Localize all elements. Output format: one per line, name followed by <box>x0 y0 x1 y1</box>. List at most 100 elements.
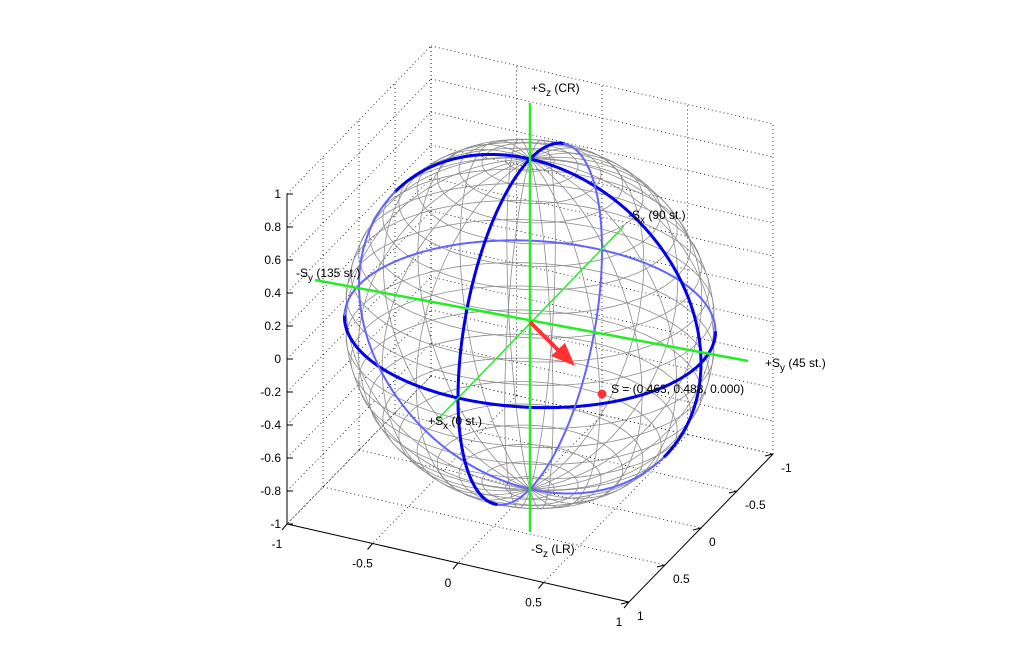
y-tick <box>620 601 630 605</box>
grid-line <box>286 375 432 525</box>
great-circle-yz-back <box>594 316 598 325</box>
grid-line <box>394 412 738 492</box>
great-circle-equator-back <box>551 241 560 244</box>
grid-line <box>286 276 432 426</box>
mesh-meridian <box>345 157 531 490</box>
great-circle-xz-back <box>360 313 364 322</box>
grid-line <box>286 210 432 360</box>
great-circle-xz-back <box>368 342 373 351</box>
tick-labels: -1 -0.8 -0.6 -0.4 -0.2 0 0.2 0.4 0.6 0.8 1 -1 -0.5 0 0… <box>260 187 792 629</box>
great-circle-yz-back <box>591 335 595 344</box>
grid-line <box>358 449 702 529</box>
z-tick-label: -0.8 <box>260 484 281 498</box>
great-circle-equator-back <box>544 240 554 244</box>
grid-line <box>286 45 432 195</box>
z-tick-label: -0.2 <box>260 385 281 399</box>
x-tick-label: -0.5 <box>352 557 373 571</box>
great-circle-xz-back <box>443 446 451 453</box>
great-circle-equator-back <box>582 245 591 249</box>
label-plus-sy: +Sy (45 st.) <box>765 356 826 374</box>
z-tick-label: 0.2 <box>264 319 281 333</box>
great-circle-xz-back <box>481 470 490 476</box>
axis-labels: +Sz (CR) -Sz (LR) +Sy (45 st.) -Sy (135 … <box>296 81 826 560</box>
grid-line <box>430 45 774 125</box>
great-circle-yz-back <box>577 390 582 399</box>
grid-line <box>457 414 603 564</box>
great-circle-yz-back <box>584 366 588 375</box>
great-circle-xz-back <box>375 360 381 369</box>
vector-arrow-shaft <box>528 320 564 356</box>
y-tick <box>764 453 774 457</box>
great-circle-xz-back <box>370 348 375 357</box>
grid-line <box>286 375 432 525</box>
great-circle-equator-back <box>474 240 483 244</box>
great-circle-xz-back <box>448 450 457 457</box>
mesh-meridian <box>506 138 531 490</box>
great-circle-xz-back <box>470 464 479 470</box>
grid-line <box>430 342 774 422</box>
stokes-axes <box>314 103 749 532</box>
great-circle-xz-back <box>423 429 431 436</box>
great-circle-xz-back <box>387 382 393 391</box>
great-circle-xz-back <box>383 377 390 385</box>
axes-lines <box>281 193 774 609</box>
x-tick <box>452 562 459 570</box>
great-circle-xz-back <box>401 404 408 412</box>
great-circle-equator-back <box>563 242 573 246</box>
z-tick-label: -0.6 <box>260 451 281 465</box>
grid-line <box>430 243 774 323</box>
stokes-vector <box>528 320 607 399</box>
great-circle-yz-back <box>582 372 587 381</box>
great-circle-xz-back <box>414 419 422 427</box>
great-circle-xz-back <box>534 489 543 493</box>
y-tick-label: -0.5 <box>745 498 766 512</box>
grid-line <box>430 276 774 356</box>
label-minus-sy: -Sy (135 st.) <box>296 266 360 284</box>
grid-line <box>430 144 774 224</box>
z-tick-label: 0.6 <box>264 253 281 267</box>
grid-line <box>286 144 432 294</box>
y-tick <box>728 490 738 494</box>
z-tick-label: 0.8 <box>264 220 281 234</box>
grid-line <box>430 210 774 290</box>
y-tick-label: 0.5 <box>673 572 690 586</box>
great-circle-xz-back <box>487 473 496 479</box>
y-tick-label: 0 <box>709 535 716 549</box>
label-plus-sz: +Sz (CR) <box>531 81 580 99</box>
grid-line <box>543 434 688 583</box>
vector-arrowhead <box>551 343 575 366</box>
grid-line <box>430 111 774 191</box>
great-circle-yz-back <box>575 396 580 404</box>
great-circle-equator-back <box>570 243 579 247</box>
x-tick <box>367 543 373 550</box>
z-tick-label: 0.4 <box>264 286 281 300</box>
great-circle-xz-back <box>410 414 417 422</box>
great-circle-xz-back <box>364 330 369 339</box>
great-circle-xz-back <box>380 371 386 380</box>
great-circle-xz-back <box>372 354 378 363</box>
great-circle-yz-back <box>596 303 600 312</box>
grid-line <box>322 486 666 566</box>
great-circle-xz-back <box>505 480 514 486</box>
great-circle-yz-back <box>588 347 593 356</box>
great-circle-xz-back <box>454 454 462 460</box>
great-circle-equator-back <box>456 242 465 246</box>
y-tick-label: 1 <box>637 609 644 623</box>
great-circle-xz-back <box>433 437 441 445</box>
great-circle-yz-back <box>598 291 601 300</box>
z-tick-label: 1 <box>274 187 281 201</box>
great-circle-xz-back <box>517 484 526 489</box>
y-tick <box>692 527 702 531</box>
great-circle-xz-back <box>540 490 549 494</box>
great-circle-xz-back <box>361 319 366 328</box>
great-circle-xz-back <box>428 433 436 440</box>
grid-line <box>430 309 774 389</box>
y-tick <box>656 564 666 568</box>
great-circle-yz-back <box>587 353 591 363</box>
great-circle-xz-back <box>476 467 484 473</box>
x-tick-label: -1 <box>272 537 283 551</box>
great-circle-yz-back <box>590 341 594 350</box>
great-circle-yz-back <box>579 384 583 393</box>
great-circle-equator-back <box>468 241 477 244</box>
